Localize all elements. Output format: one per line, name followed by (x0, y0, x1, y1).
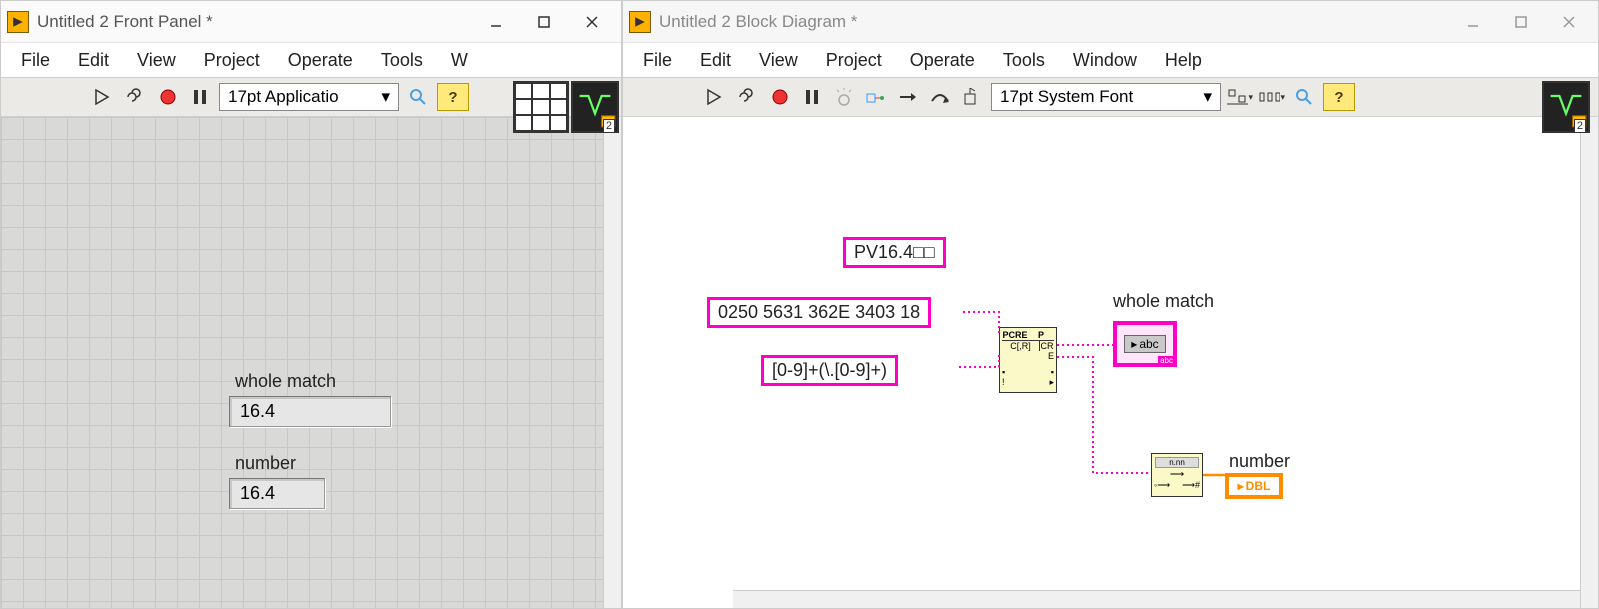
context-help-button[interactable]: ? (1323, 83, 1355, 111)
menu-window[interactable]: Window (1059, 46, 1151, 75)
font-text: 17pt Applicatio (228, 87, 339, 107)
retain-wire-values-button[interactable] (863, 84, 889, 110)
indicator-value[interactable]: 16.4 (229, 396, 391, 427)
window-title: Untitled 2 Front Panel * (37, 12, 473, 32)
font-selector[interactable]: 17pt System Font ▾ (991, 83, 1221, 111)
run-button[interactable] (91, 84, 117, 110)
pause-button[interactable] (187, 84, 213, 110)
run-continuously-button[interactable] (735, 84, 761, 110)
menu-project[interactable]: Project (190, 46, 274, 75)
diagram-canvas[interactable]: PV16.4□□ 0250 5631 362E 3403 18 [0-9]+(\… (623, 117, 1598, 608)
menu-tools[interactable]: Tools (367, 46, 437, 75)
minimize-button[interactable] (1450, 6, 1496, 38)
connector-grid-icon (513, 81, 569, 133)
step-out-button[interactable] (959, 84, 985, 110)
highlight-execution-button[interactable] (831, 84, 857, 110)
close-button[interactable] (569, 6, 615, 38)
minimize-button[interactable] (473, 6, 519, 38)
front-panel-window: Untitled 2 Front Panel * File Edit View … (0, 0, 622, 609)
wires (623, 117, 1598, 608)
menu-view[interactable]: View (123, 46, 190, 75)
vi-icon (1542, 81, 1590, 133)
menu-project[interactable]: Project (812, 46, 896, 75)
titlebar[interactable]: Untitled 2 Block Diagram * (623, 1, 1598, 43)
block-diagram-window: Untitled 2 Block Diagram * File Edit Vie… (622, 0, 1599, 609)
context-help-button[interactable]: ? (437, 83, 469, 111)
close-button[interactable] (1546, 6, 1592, 38)
chevron-down-icon: ▾ (1203, 87, 1212, 107)
menu-window[interactable]: W (437, 46, 482, 75)
vertical-scrollbar[interactable] (603, 117, 621, 608)
indicator-label: number (229, 453, 399, 474)
pause-button[interactable] (799, 84, 825, 110)
step-over-button[interactable] (927, 84, 953, 110)
front-panel-area[interactable]: whole match 16.4 number 16.4 (1, 117, 621, 608)
menu-edit[interactable]: Edit (686, 46, 745, 75)
labview-appicon (7, 11, 29, 33)
menubar: File Edit View Project Operate Tools W (1, 43, 621, 77)
align-objects-button[interactable]: ▾ (1227, 84, 1253, 110)
connector-pane[interactable] (511, 77, 621, 137)
abort-button[interactable] (155, 84, 181, 110)
cleanup-diagram-button[interactable] (1291, 84, 1317, 110)
menu-operate[interactable]: Operate (896, 46, 989, 75)
menu-operate[interactable]: Operate (274, 46, 367, 75)
chevron-down-icon: ▾ (381, 87, 390, 107)
labview-appicon (629, 11, 651, 33)
vi-icon (571, 81, 619, 133)
toolbar: 17pt System Font ▾ ▾ ▾ ? (623, 77, 1598, 117)
menu-file[interactable]: File (629, 46, 686, 75)
font-text: 17pt System Font (1000, 87, 1133, 107)
font-selector[interactable]: 17pt Applicatio ▾ (219, 83, 399, 111)
maximize-button[interactable] (521, 6, 567, 38)
run-button[interactable] (703, 84, 729, 110)
connector-pane[interactable] (1540, 77, 1598, 137)
indicator-whole-match: whole match 16.4 (229, 371, 399, 427)
step-into-button[interactable] (895, 84, 921, 110)
run-continuously-button[interactable] (123, 84, 149, 110)
indicator-number: number 16.4 (229, 453, 399, 509)
window-title: Untitled 2 Block Diagram * (659, 12, 1450, 32)
abort-button[interactable] (767, 84, 793, 110)
indicator-value[interactable]: 16.4 (229, 478, 325, 509)
menu-tools[interactable]: Tools (989, 46, 1059, 75)
indicator-label: whole match (229, 371, 399, 392)
menubar: File Edit View Project Operate Tools Win… (623, 43, 1598, 77)
menu-file[interactable]: File (7, 46, 64, 75)
titlebar[interactable]: Untitled 2 Front Panel * (1, 1, 621, 43)
search-button[interactable] (405, 84, 431, 110)
menu-edit[interactable]: Edit (64, 46, 123, 75)
grid-background (1, 117, 621, 608)
menu-view[interactable]: View (745, 46, 812, 75)
maximize-button[interactable] (1498, 6, 1544, 38)
block-diagram-area[interactable]: PV16.4□□ 0250 5631 362E 3403 18 [0-9]+(\… (623, 117, 1598, 608)
menu-help[interactable]: Help (1151, 46, 1216, 75)
distribute-objects-button[interactable]: ▾ (1259, 84, 1285, 110)
